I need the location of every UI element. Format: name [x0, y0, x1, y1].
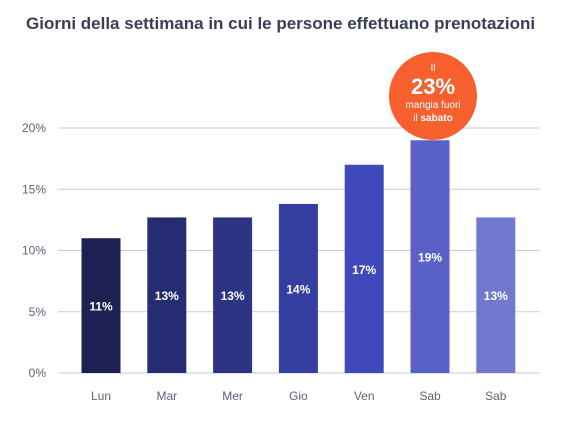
bar-value-label: 19% [418, 251, 442, 265]
chart-title: Giorni della settimana in cui le persone… [26, 14, 536, 33]
annotation-line-3: il sabato [413, 113, 452, 124]
annotation-line-1: Il [431, 63, 436, 74]
annotation-line-3-prefix: il [413, 113, 420, 124]
y-tick-label: 15% [22, 182, 46, 196]
x-tick-label: Sab [419, 389, 441, 403]
bar-value-label: 14% [286, 282, 310, 296]
annotation-callout: Il 23% mangia fuori il sabato [389, 52, 477, 140]
bar-value-label: 17% [352, 263, 376, 277]
bar-value-label: 13% [221, 289, 245, 303]
annotation-line-3-bold: sabato [421, 113, 453, 124]
y-tick-label: 5% [29, 305, 47, 319]
bar [410, 140, 450, 373]
y-tick-label: 0% [29, 366, 47, 380]
x-tick-label: Sab [485, 389, 507, 403]
x-tick-label: Mar [156, 389, 177, 403]
bar-value-label: 11% [89, 300, 113, 314]
bar [344, 164, 384, 373]
bar [213, 217, 253, 373]
bar [81, 238, 121, 373]
bar-value-label: 13% [155, 289, 179, 303]
x-tick-label: Mer [222, 389, 243, 403]
x-tick-label: Gio [289, 389, 308, 403]
x-axis-ticks: Lun Mar Mer Gio Ven Sab Sab [91, 389, 507, 403]
x-tick-label: Lun [91, 389, 111, 403]
annotation-circle [389, 52, 477, 140]
bar [278, 203, 318, 373]
y-tick-label: 10% [22, 244, 46, 258]
bar-value-label: 13% [484, 289, 508, 303]
bar [476, 217, 516, 373]
bar [147, 217, 187, 373]
annotation-big-value: 23% [411, 74, 455, 99]
y-axis-ticks: 0% 5% 10% 15% 20% [22, 121, 46, 380]
x-tick-label: Ven [354, 389, 375, 403]
annotation-line-2: mangia fuori [405, 100, 460, 111]
bars: 11% 13% 13% 14% 17% 19% 13% [81, 140, 516, 373]
y-tick-label: 20% [22, 121, 46, 135]
